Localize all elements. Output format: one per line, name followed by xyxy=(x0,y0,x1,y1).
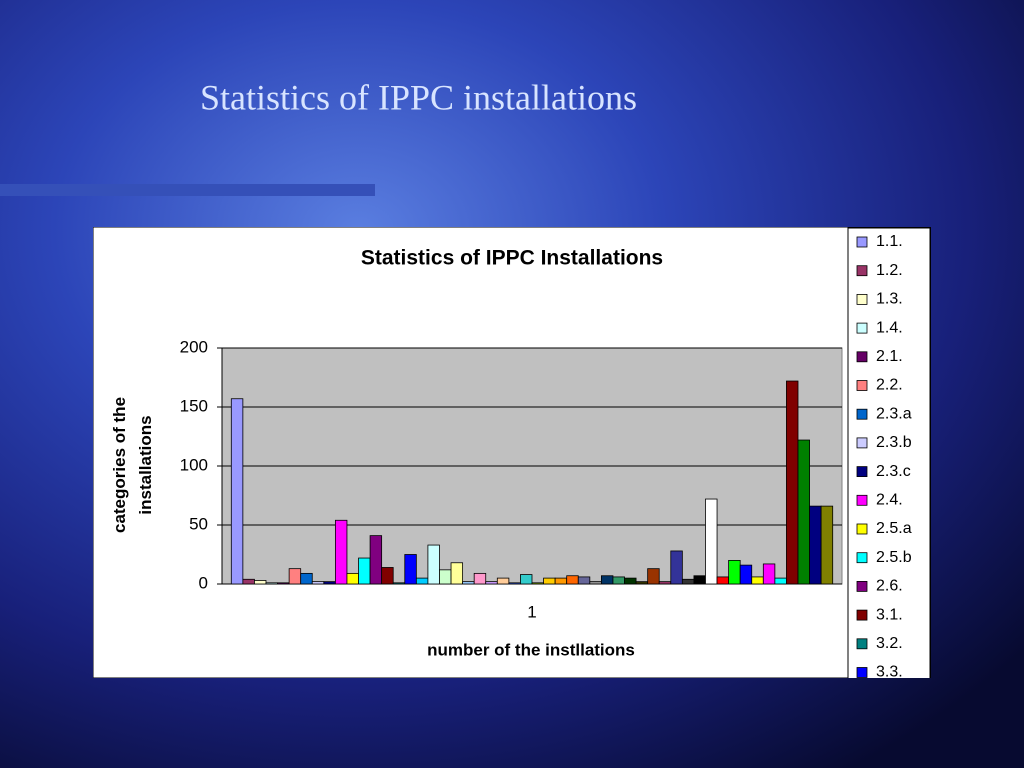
bar xyxy=(670,550,683,585)
legend-swatch xyxy=(856,408,868,420)
bar xyxy=(647,568,660,585)
bar xyxy=(600,575,614,585)
bar xyxy=(323,581,336,585)
legend-swatch xyxy=(856,293,868,305)
bar xyxy=(797,439,810,585)
bar xyxy=(450,562,464,585)
legend-label: 3.2. xyxy=(876,635,903,652)
legend-label: 1.3. xyxy=(876,291,903,308)
bar xyxy=(415,577,429,585)
x-axis-label: number of the instllations xyxy=(427,640,635,659)
y-tick-label: 100 xyxy=(180,455,208,474)
bar xyxy=(658,581,672,585)
bar xyxy=(485,581,498,585)
bar xyxy=(739,564,753,585)
bar xyxy=(254,580,267,585)
y-tick-label: 50 xyxy=(189,514,208,533)
bar xyxy=(508,582,521,585)
bar xyxy=(520,574,533,585)
chart: Statistics of IPPC Installations number … xyxy=(93,227,931,681)
bar xyxy=(531,582,544,585)
bar xyxy=(751,576,764,585)
chart-title: Statistics of IPPC Installations xyxy=(361,247,663,270)
slide-title: Statistics of IPPC installations xyxy=(200,77,637,117)
legend-swatch xyxy=(856,380,868,391)
legend-label: 1.2. xyxy=(876,262,903,279)
bar xyxy=(762,563,776,585)
bar xyxy=(277,582,290,585)
legend-swatch xyxy=(856,236,868,248)
bar xyxy=(589,581,602,585)
legend-swatch xyxy=(856,437,868,449)
bar xyxy=(577,576,591,585)
legend-swatch xyxy=(856,638,868,650)
bar xyxy=(242,578,255,585)
bar xyxy=(311,581,325,585)
legend-label: 2.4. xyxy=(876,492,903,509)
legend-label: 3.1. xyxy=(876,606,903,623)
bar xyxy=(624,577,637,585)
legend-swatch xyxy=(856,466,868,478)
bar xyxy=(681,578,695,585)
bar xyxy=(786,380,799,585)
legend-label: 1.1. xyxy=(876,233,903,250)
bar xyxy=(496,577,510,585)
bar xyxy=(705,498,718,585)
legend-swatch xyxy=(856,265,868,277)
legend-swatch xyxy=(856,552,868,564)
legend-label: 1.4. xyxy=(876,319,903,336)
legend-label: 2.5.a xyxy=(876,520,912,537)
bar xyxy=(566,575,579,585)
bar xyxy=(230,398,244,585)
legend-swatch xyxy=(856,351,868,363)
bar xyxy=(809,505,822,585)
legend-label: 2.5.b xyxy=(876,549,912,566)
bar xyxy=(334,519,348,585)
legend-swatch xyxy=(856,523,868,535)
y-tick-label: 150 xyxy=(180,396,208,415)
legend-label: 2.2. xyxy=(876,377,903,394)
bar xyxy=(612,576,625,585)
bar xyxy=(265,582,278,585)
bar xyxy=(439,569,452,585)
legend-swatch xyxy=(856,609,868,621)
bar xyxy=(392,582,406,585)
legend-label: 3.3. xyxy=(876,664,903,681)
y-tick-label: 0 xyxy=(199,573,208,592)
bar xyxy=(358,557,371,585)
legend-swatch xyxy=(856,494,868,506)
x-tick-label: 1 xyxy=(527,602,536,621)
legend-label: 2.3.b xyxy=(876,434,912,451)
bar xyxy=(288,568,302,585)
bar xyxy=(820,505,834,585)
bar xyxy=(473,572,487,585)
bar xyxy=(543,577,556,585)
legend-label: 2.3.a xyxy=(876,405,912,422)
bar xyxy=(716,576,730,585)
y-axis-label: categories of the installations xyxy=(110,397,155,533)
decor-bar xyxy=(0,184,375,196)
bar xyxy=(554,577,568,585)
bar xyxy=(774,577,787,585)
bar xyxy=(300,572,313,585)
bar xyxy=(693,575,706,585)
legend-swatch xyxy=(856,581,868,592)
bar xyxy=(381,567,394,585)
bar xyxy=(635,581,649,585)
bar xyxy=(462,581,475,585)
legend-label: 2.1. xyxy=(876,348,903,365)
bar xyxy=(728,560,741,585)
y-tick-label: 200 xyxy=(180,337,208,356)
legend-label: 2.3.c xyxy=(876,463,911,480)
bar xyxy=(346,572,359,585)
bar xyxy=(427,544,440,585)
legend-swatch xyxy=(856,667,868,678)
bar xyxy=(369,535,383,585)
bar xyxy=(404,554,417,585)
legend-swatch xyxy=(856,322,868,334)
legend-label: 2.6. xyxy=(876,578,903,595)
